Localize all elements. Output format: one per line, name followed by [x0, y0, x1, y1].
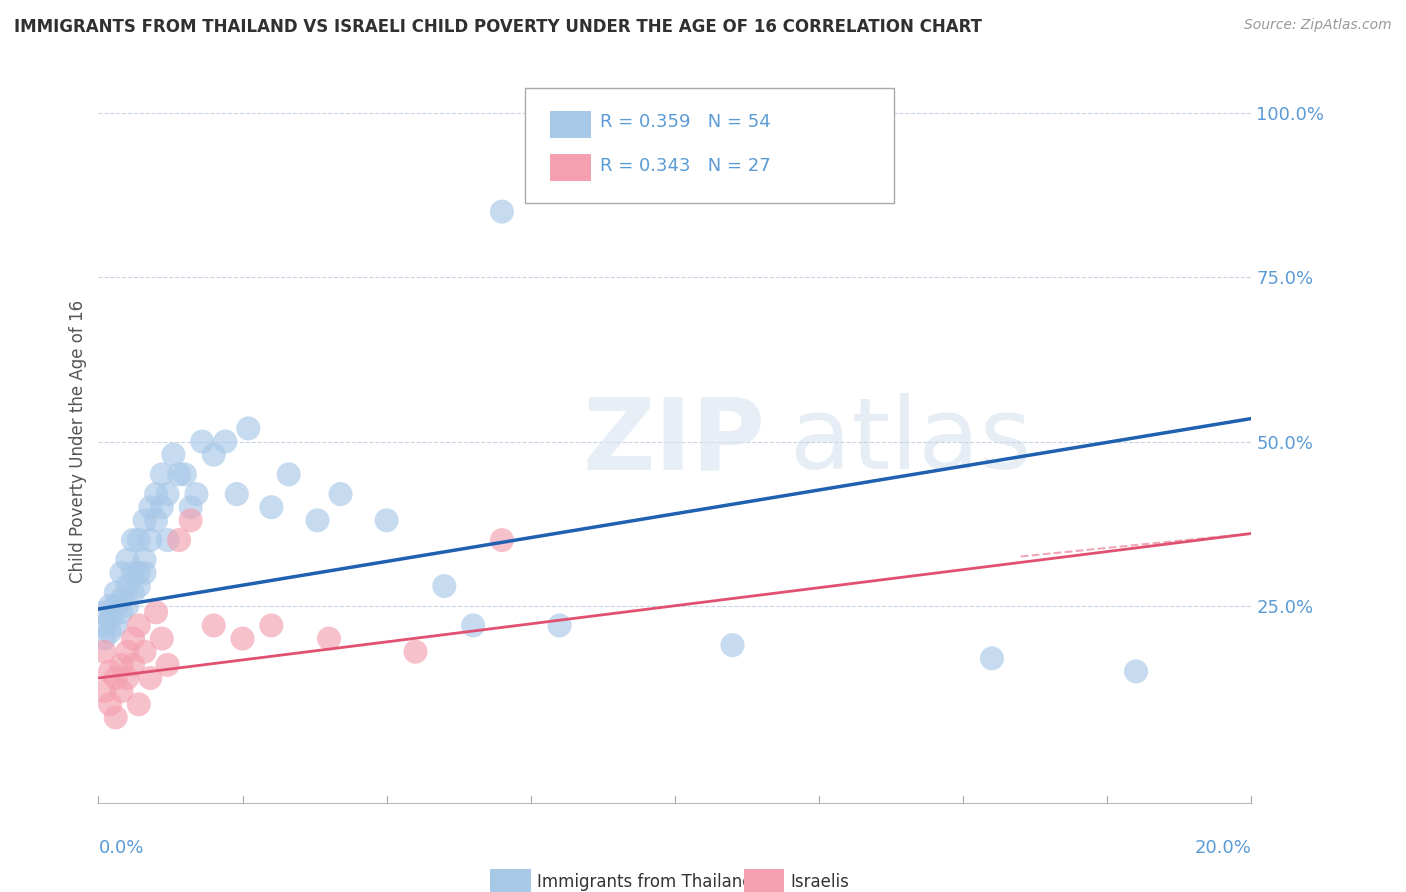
- Point: [202, 448, 225, 462]
- Point: [139, 533, 162, 547]
- FancyBboxPatch shape: [491, 870, 531, 892]
- Point: [104, 671, 127, 685]
- Point: [150, 467, 173, 482]
- Point: [145, 605, 167, 619]
- Point: [150, 500, 173, 515]
- Point: [214, 434, 236, 449]
- Point: [721, 638, 744, 652]
- Point: [260, 500, 283, 515]
- Point: [134, 553, 156, 567]
- Point: [191, 434, 214, 449]
- Point: [134, 645, 156, 659]
- Point: [122, 533, 145, 547]
- Text: IMMIGRANTS FROM THAILAND VS ISRAELI CHILD POVERTY UNDER THE AGE OF 16 CORRELATIO: IMMIGRANTS FROM THAILAND VS ISRAELI CHIL…: [14, 18, 981, 36]
- Point: [117, 599, 139, 613]
- Point: [231, 632, 254, 646]
- Point: [134, 513, 156, 527]
- Point: [117, 645, 139, 659]
- Point: [128, 566, 150, 580]
- Point: [98, 625, 121, 640]
- Point: [93, 632, 115, 646]
- Point: [225, 487, 247, 501]
- Y-axis label: Child Poverty Under the Age of 16: Child Poverty Under the Age of 16: [69, 300, 87, 583]
- Point: [93, 605, 115, 619]
- Text: 0.0%: 0.0%: [98, 839, 143, 857]
- Text: ZIP: ZIP: [582, 393, 765, 490]
- Point: [98, 599, 121, 613]
- Point: [981, 651, 1004, 665]
- Point: [156, 533, 179, 547]
- Point: [180, 500, 202, 515]
- Point: [405, 645, 427, 659]
- FancyBboxPatch shape: [744, 870, 785, 892]
- Point: [117, 579, 139, 593]
- Point: [1125, 665, 1147, 679]
- Point: [104, 585, 127, 599]
- Point: [117, 671, 139, 685]
- Point: [110, 605, 132, 619]
- FancyBboxPatch shape: [524, 87, 894, 203]
- Point: [98, 665, 121, 679]
- Point: [134, 566, 156, 580]
- Point: [98, 612, 121, 626]
- Point: [491, 204, 513, 219]
- Point: [433, 579, 456, 593]
- Point: [162, 448, 184, 462]
- Point: [174, 467, 197, 482]
- Point: [156, 657, 179, 672]
- Point: [122, 585, 145, 599]
- Point: [128, 533, 150, 547]
- Point: [122, 632, 145, 646]
- Point: [93, 618, 115, 632]
- Point: [238, 421, 260, 435]
- Text: atlas: atlas: [790, 393, 1032, 490]
- Point: [110, 657, 132, 672]
- Point: [461, 618, 484, 632]
- Point: [110, 684, 132, 698]
- Point: [145, 513, 167, 527]
- Text: R = 0.343   N = 27: R = 0.343 N = 27: [600, 156, 770, 175]
- FancyBboxPatch shape: [550, 111, 591, 138]
- Point: [260, 618, 283, 632]
- Point: [104, 618, 127, 632]
- Text: Immigrants from Thailand: Immigrants from Thailand: [537, 873, 752, 891]
- Point: [122, 657, 145, 672]
- FancyBboxPatch shape: [550, 154, 591, 181]
- Point: [318, 632, 340, 646]
- Text: Israelis: Israelis: [790, 873, 849, 891]
- Point: [167, 467, 190, 482]
- Point: [150, 632, 173, 646]
- Point: [98, 698, 121, 712]
- Point: [329, 487, 352, 501]
- Point: [375, 513, 398, 527]
- Point: [277, 467, 299, 482]
- Point: [110, 566, 132, 580]
- Point: [491, 533, 513, 547]
- Point: [128, 698, 150, 712]
- Point: [110, 592, 132, 607]
- Point: [167, 533, 190, 547]
- Point: [93, 684, 115, 698]
- Point: [156, 487, 179, 501]
- Point: [139, 500, 162, 515]
- Point: [307, 513, 329, 527]
- Point: [117, 553, 139, 567]
- Point: [128, 618, 150, 632]
- Point: [93, 645, 115, 659]
- Point: [104, 599, 127, 613]
- Point: [122, 566, 145, 580]
- Point: [186, 487, 208, 501]
- Text: 20.0%: 20.0%: [1195, 839, 1251, 857]
- Point: [202, 618, 225, 632]
- Point: [128, 579, 150, 593]
- Point: [180, 513, 202, 527]
- Text: R = 0.359   N = 54: R = 0.359 N = 54: [600, 113, 770, 131]
- Point: [139, 671, 162, 685]
- Point: [548, 618, 571, 632]
- Text: Source: ZipAtlas.com: Source: ZipAtlas.com: [1244, 18, 1392, 32]
- Point: [145, 487, 167, 501]
- Point: [104, 710, 127, 724]
